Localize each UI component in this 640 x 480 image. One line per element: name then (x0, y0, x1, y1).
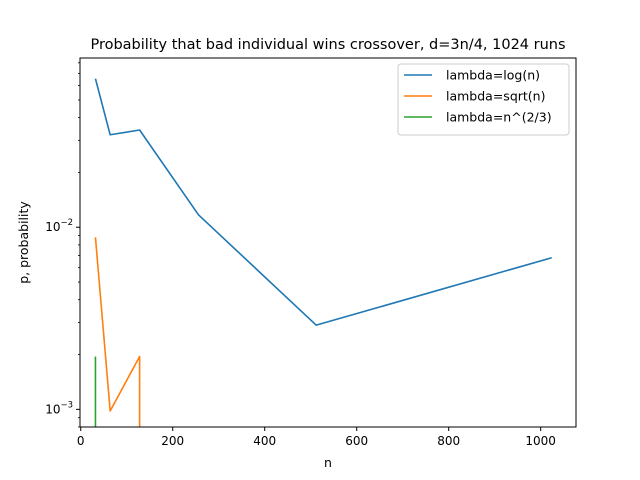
x-tick-label: 200 (161, 434, 184, 448)
chart-title: Probability that bad individual wins cro… (90, 37, 565, 53)
legend-entry-label: lambda=n^(2/3) (446, 110, 552, 125)
series-line (94, 78, 552, 326)
x-tick-label: 1000 (525, 434, 556, 448)
series-line (94, 237, 141, 427)
legend-entry-label: lambda=log(n) (446, 68, 540, 83)
y-axis-label: p, probability (16, 201, 31, 284)
x-tick-label: 600 (345, 434, 368, 448)
x-axis-label: n (324, 455, 332, 470)
series-layer (94, 78, 552, 427)
x-tick-label: 0 (77, 434, 85, 448)
legend-frame (397, 63, 570, 136)
y-tick-label: 10−3 (45, 400, 73, 416)
x-tick-label: 800 (437, 434, 460, 448)
x-axis: 0 200 400 600 800 1000 (77, 427, 556, 448)
x-tick-label: 400 (253, 434, 276, 448)
legend-entry-label: lambda=sqrt(n) (446, 89, 545, 104)
y-tick-label: 10−2 (45, 218, 73, 234)
plot-frame (79, 57, 577, 428)
legend: lambda=log(n) lambda=sqrt(n) lambda=n^(2/3… (397, 63, 570, 136)
y-axis: 10−3 10−2 (45, 62, 80, 428)
